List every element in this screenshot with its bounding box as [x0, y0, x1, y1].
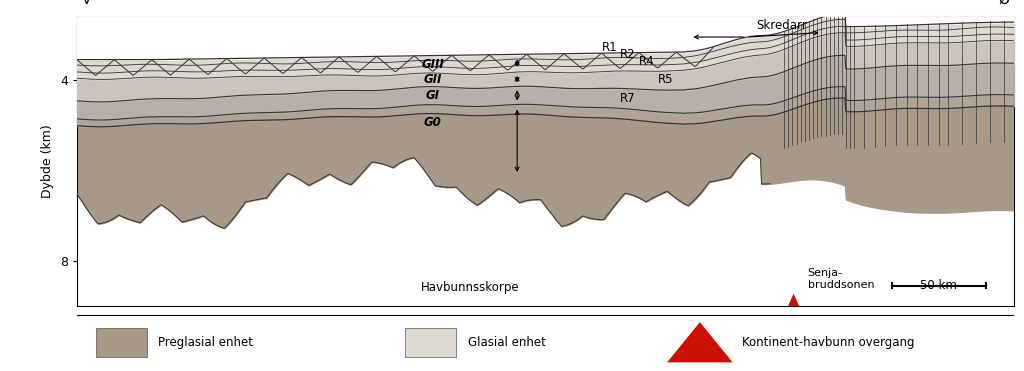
Text: GII: GII	[424, 73, 442, 86]
Y-axis label: Dybde (km): Dybde (km)	[41, 125, 54, 198]
Polygon shape	[786, 293, 801, 311]
Text: R1: R1	[601, 42, 617, 55]
Text: Kontinent-havbunn overgang: Kontinent-havbunn overgang	[742, 336, 914, 349]
Text: V: V	[82, 0, 91, 7]
Text: Glasial enhet: Glasial enhet	[468, 336, 546, 349]
Text: 50 km: 50 km	[921, 279, 957, 292]
Text: R2: R2	[621, 48, 636, 61]
Bar	[404, 328, 457, 357]
Text: Preglasial enhet: Preglasial enhet	[159, 336, 253, 349]
Polygon shape	[667, 322, 733, 362]
Text: Ø: Ø	[998, 0, 1009, 7]
Text: Senja-
bruddsonen: Senja- bruddsonen	[808, 268, 874, 290]
Text: GI: GI	[426, 89, 440, 102]
Bar	[95, 328, 147, 357]
Text: Havbunnsskorpe: Havbunnsskorpe	[421, 282, 519, 295]
Text: GIII: GIII	[422, 58, 444, 71]
Text: R7: R7	[621, 92, 636, 105]
Text: R5: R5	[657, 73, 673, 86]
Text: R4: R4	[639, 55, 654, 68]
Text: Skredarr: Skredarr	[756, 19, 807, 32]
Text: G0: G0	[424, 116, 441, 129]
